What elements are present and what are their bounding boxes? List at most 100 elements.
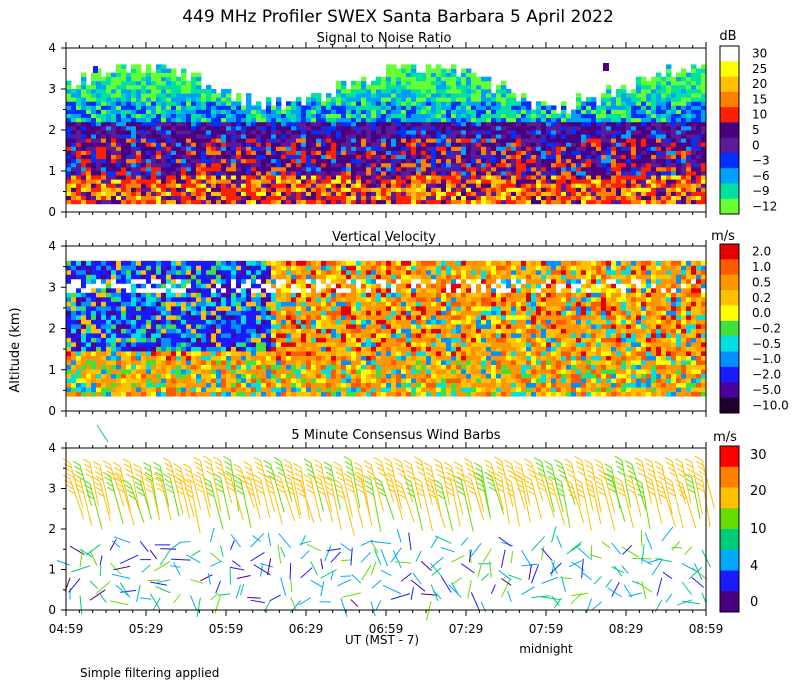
snr-cell xyxy=(91,138,97,143)
snr-cell xyxy=(166,105,172,110)
snr-cell xyxy=(676,101,682,106)
snr-cell xyxy=(536,117,542,123)
snr-cell xyxy=(501,121,507,127)
snr-cell xyxy=(246,134,252,139)
snr-cell xyxy=(661,105,667,110)
snr-cell xyxy=(396,121,402,127)
velocity-cell xyxy=(111,274,117,280)
snr-cell xyxy=(131,64,137,69)
snr-cell xyxy=(371,195,377,201)
snr-cell xyxy=(251,199,257,205)
velocity-cell xyxy=(226,269,232,275)
snr-cell xyxy=(336,97,342,102)
snr-cell xyxy=(661,89,667,94)
snr-cell xyxy=(346,117,352,123)
snr-cell xyxy=(196,199,202,205)
snr-cell xyxy=(406,138,412,143)
snr-cell xyxy=(566,113,572,119)
snr-cell xyxy=(531,158,537,164)
velocity-cell xyxy=(96,373,102,379)
snr-cell xyxy=(666,191,672,196)
velocity-cell xyxy=(176,378,182,384)
snr-cell xyxy=(521,183,527,188)
velocity-cell xyxy=(151,269,157,275)
snr-cell xyxy=(156,154,162,160)
velocity-cell xyxy=(191,382,197,388)
snr-cell xyxy=(296,121,302,127)
snr-cell xyxy=(431,179,437,184)
snr-cell xyxy=(626,171,632,176)
velocity-cell xyxy=(126,360,132,365)
velocity-cell xyxy=(131,346,137,352)
snr-cell xyxy=(141,121,147,127)
snr-cell xyxy=(131,195,137,201)
velocity-cell xyxy=(171,292,177,298)
velocity-cell xyxy=(121,342,127,347)
snr-cell xyxy=(651,105,657,110)
velocity-cell xyxy=(241,337,247,343)
snr-cell xyxy=(91,101,97,106)
snr-cell xyxy=(391,146,397,151)
snr-cell xyxy=(431,162,437,168)
snr-cell xyxy=(286,183,292,188)
velocity-cell xyxy=(66,328,72,334)
velocity-cell xyxy=(126,265,132,271)
snr-cell xyxy=(141,171,147,176)
snr-cell xyxy=(186,101,192,106)
velocity-cell xyxy=(186,369,192,374)
snr-cell xyxy=(506,179,512,184)
velocity-cell xyxy=(106,301,112,307)
snr-cell xyxy=(336,162,342,168)
snr-cell xyxy=(281,154,287,160)
snr-cell xyxy=(691,105,697,110)
snr-cell xyxy=(196,89,202,94)
snr-cell xyxy=(576,130,582,135)
velocity-cell xyxy=(106,287,112,293)
velocity-cell xyxy=(221,369,227,374)
snr-cell xyxy=(111,97,117,102)
velocity-cell xyxy=(191,351,197,356)
snr-cell xyxy=(556,199,562,205)
snr-cell xyxy=(196,162,202,168)
velocity-cell xyxy=(201,292,207,298)
velocity-cell xyxy=(131,382,137,388)
snr-cell xyxy=(701,68,707,73)
snr-cell xyxy=(451,68,457,73)
snr-cell xyxy=(626,113,632,119)
snr-cell xyxy=(466,191,472,196)
snr-cell xyxy=(551,175,557,180)
snr-cell xyxy=(176,175,182,180)
snr-cell xyxy=(526,195,532,201)
snr-cell xyxy=(456,146,462,151)
snr-cell xyxy=(411,130,417,135)
velocity-cell xyxy=(156,346,162,352)
velocity-cell xyxy=(96,310,102,316)
snr-cell xyxy=(191,84,197,90)
snr-cell xyxy=(221,113,227,119)
snr-cell xyxy=(71,175,77,180)
snr-cell xyxy=(601,166,607,172)
snr-cell xyxy=(446,72,452,78)
snr-cell xyxy=(66,121,72,127)
snr-cell xyxy=(541,191,547,196)
snr-cell xyxy=(626,101,632,106)
snr-cell xyxy=(681,162,687,168)
snr-cell xyxy=(101,117,107,123)
velocity-cell xyxy=(121,328,127,334)
snr-cell xyxy=(521,175,527,180)
velocity-cell xyxy=(76,292,82,298)
snr-cell xyxy=(326,195,332,201)
snr-cell xyxy=(231,142,237,147)
snr-cell xyxy=(346,187,352,192)
snr-cell xyxy=(351,113,357,119)
snr-cell xyxy=(511,138,517,143)
snr-cell xyxy=(461,166,467,172)
snr-cell xyxy=(126,158,132,164)
velocity-cell xyxy=(241,301,247,307)
snr-cell xyxy=(641,162,647,168)
snr-cell xyxy=(651,162,657,168)
snr-cell xyxy=(236,199,242,205)
snr-cell xyxy=(566,138,572,143)
snr-cell xyxy=(636,105,642,110)
snr-cell xyxy=(81,166,87,172)
